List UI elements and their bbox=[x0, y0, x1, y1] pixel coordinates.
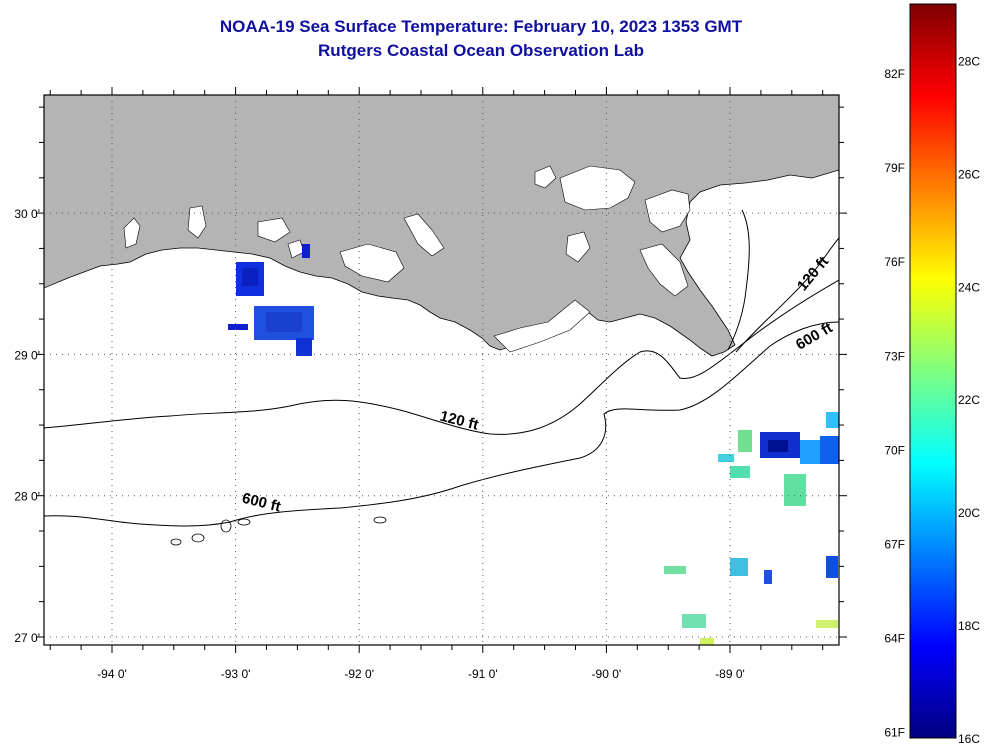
colorbar-labels: 82F 79F 76F 73F 70F 67F 64F 61F 28C 26C 24C 22C 20C 1… bbox=[884, 54, 980, 746]
grand-lake bbox=[257, 217, 291, 243]
latitude-label: 27 0' bbox=[14, 631, 40, 645]
map-subtitle: Rutgers Coastal Ocean Observation Lab bbox=[318, 41, 644, 60]
axis-labels: -94 0' -93 0' -92 0' -91 0' -90 0' -89 0' 30 0… bbox=[14, 207, 744, 681]
isobath-600ft bbox=[44, 321, 839, 527]
sst-patch bbox=[764, 570, 772, 584]
isobath-120ft-west bbox=[44, 279, 839, 435]
fahrenheit-label: 73F bbox=[884, 349, 905, 363]
longitude-label: -89 0' bbox=[715, 667, 745, 681]
sst-patch bbox=[700, 638, 714, 645]
sst-patch bbox=[664, 566, 686, 574]
celsius-label: 26C bbox=[958, 167, 980, 181]
longitude-label: -91 0' bbox=[468, 667, 498, 681]
sst-patch bbox=[296, 338, 312, 356]
terrebonne-marsh bbox=[493, 299, 591, 353]
sst-patch bbox=[682, 614, 706, 628]
celsius-label: 24C bbox=[958, 280, 980, 294]
sst-patch bbox=[738, 430, 752, 452]
atchafalaya-bay bbox=[403, 213, 445, 257]
celsius-label: 20C bbox=[958, 506, 980, 520]
isobath-120ft-east bbox=[727, 209, 750, 351]
vermilion-bay bbox=[339, 243, 405, 283]
colorbar bbox=[909, 3, 957, 739]
contour-loop bbox=[170, 538, 182, 546]
sst-patch bbox=[820, 436, 839, 464]
sst-patch bbox=[800, 440, 820, 464]
sst-patches bbox=[228, 244, 839, 645]
sst-patch bbox=[266, 312, 302, 332]
contour-loop bbox=[220, 519, 232, 533]
delta-marsh bbox=[639, 243, 689, 297]
longitude-label: -92 0' bbox=[344, 667, 374, 681]
contour-loop bbox=[191, 533, 205, 543]
sst-patch bbox=[730, 466, 750, 478]
sst-patch bbox=[302, 244, 310, 258]
lake-pontchartrain bbox=[559, 165, 636, 211]
longitude-label: -93 0' bbox=[221, 667, 251, 681]
longitude-label: -90 0' bbox=[592, 667, 622, 681]
sst-patch bbox=[242, 268, 258, 286]
fahrenheit-label: 70F bbox=[884, 443, 905, 457]
map-frame bbox=[43, 94, 840, 646]
sst-patch bbox=[228, 324, 248, 330]
lake-maurepas bbox=[534, 165, 557, 189]
fahrenheit-label: 79F bbox=[884, 161, 905, 175]
calcasieu-lake bbox=[187, 205, 207, 239]
sst-patch bbox=[768, 440, 788, 452]
graticule bbox=[36, 87, 847, 653]
isobath-eastern bbox=[735, 237, 839, 353]
lake-borgne bbox=[644, 189, 691, 233]
fahrenheit-label: 64F bbox=[884, 632, 905, 646]
sst-patch bbox=[784, 474, 806, 506]
sst-patch bbox=[826, 556, 838, 578]
latitude-label: 30 0' bbox=[14, 207, 40, 221]
longitude-label: -94 0' bbox=[97, 667, 127, 681]
fahrenheit-label: 67F bbox=[884, 538, 905, 552]
latitude-label: 28 0' bbox=[14, 490, 40, 504]
sst-patch bbox=[718, 454, 734, 462]
sst-patch bbox=[730, 558, 748, 576]
sabine-lake bbox=[123, 217, 141, 249]
latitude-label: 29 0' bbox=[14, 348, 40, 362]
fahrenheit-label: 76F bbox=[884, 255, 905, 269]
celsius-label: 18C bbox=[958, 619, 980, 633]
celsius-label: 16C bbox=[958, 732, 980, 746]
fahrenheit-label: 61F bbox=[884, 726, 905, 740]
fahrenheit-label: 82F bbox=[884, 67, 905, 81]
celsius-label: 28C bbox=[958, 54, 980, 68]
contour-loop bbox=[373, 516, 387, 524]
map-title: NOAA-19 Sea Surface Temperature: Februar… bbox=[219, 17, 743, 36]
sst-patch bbox=[816, 620, 838, 628]
contour-loop bbox=[237, 518, 251, 526]
celsius-label: 22C bbox=[958, 393, 980, 407]
lake-salvador bbox=[565, 231, 591, 263]
sst-patch bbox=[826, 412, 839, 428]
